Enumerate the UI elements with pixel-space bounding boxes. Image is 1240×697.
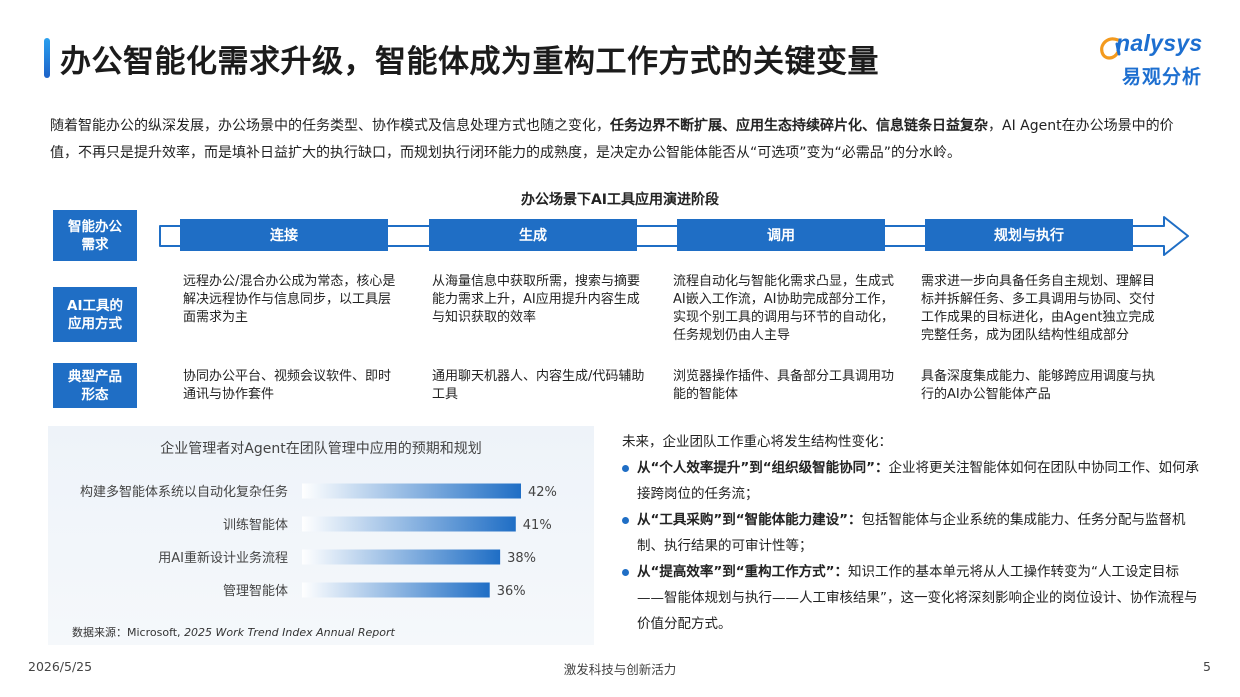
bar	[302, 582, 490, 598]
chart-panel: 企业管理者对Agent在团队管理中应用的预期和规划 构建多智能体系统以自动化复杂…	[48, 426, 594, 645]
bar	[302, 483, 521, 499]
usage-cell: 需求进一步向具备任务自主规划、理解目标并拆解任务、多工具调用与协同、交付工作成果…	[921, 274, 1156, 343]
future-list: 从“个人效率提升”到“组织级智能协同”：企业将更关注智能体如何在团队中协同工作、…	[622, 455, 1202, 637]
value-label: 36%	[497, 584, 526, 599]
footer-slogan: 激发科技与创新活力	[563, 662, 677, 677]
stage-plan-execute: 规划与执行	[925, 219, 1133, 251]
product-cell: 协同办公平台、视频会议软件、即时通讯与协作套件	[183, 369, 392, 402]
stage-connect: 连接	[180, 219, 388, 251]
logo-text-en: nalysys	[1116, 30, 1203, 56]
category-label: 构建多智能体系统以自动化复杂任务	[80, 484, 288, 500]
value-label: 41%	[523, 518, 552, 533]
intro-emphasis: 任务边界不断扩展、应用生态持续碎片化、信息链条日益复杂	[610, 118, 988, 134]
stage-invoke: 调用	[677, 219, 885, 251]
page-title: 办公智能化需求升级，智能体成为重构工作方式的关键变量	[60, 44, 879, 80]
list-item: 从“工具采购”到“智能体能力建设”：包括智能体与企业系统的集成能力、任务分配与监…	[622, 507, 1202, 559]
category-label: 训练智能体	[223, 518, 288, 533]
list-item: 从“个人效率提升”到“组织级智能协同”：企业将更关注智能体如何在团队中协同工作、…	[622, 455, 1202, 507]
logo-text-cn: 易观分析	[1122, 66, 1203, 88]
category-label: 管理智能体	[223, 584, 288, 599]
bar	[302, 549, 501, 565]
value-label: 38%	[507, 551, 536, 566]
category-label: 用AI重新设计业务流程	[158, 550, 288, 566]
footer-date: 2026/5/25	[28, 659, 93, 674]
usage-cell: 远程办公/混合办公成为常态，核心是解决远程协作与信息同步，以工具层面需求为主	[183, 274, 396, 325]
product-cell: 通用聊天机器人、内容生成/代码辅助工具	[432, 369, 645, 402]
usage-cell: 流程自动化与智能化需求凸显，生成式AI嵌入工作流，AI协助完成部分工作，实现个别…	[673, 274, 895, 343]
brand-logo: nalysys 易观分析	[1094, 30, 1224, 92]
product-cell: 浏览器操作插件、具备部分工具调用功能的智能体	[673, 369, 895, 402]
usage-cell: 从海量信息中获取所需，搜索与摘要能力需求上升，AI应用提升内容生成与知识获取的效…	[432, 274, 641, 325]
row-label-product: 典型产品 形态	[53, 363, 137, 408]
bar	[302, 516, 516, 532]
row-label-demand: 智能办公 需求	[53, 210, 137, 261]
product-cell: 具备深度集成能力、能够跨应用调度与执行的AI办公智能体产品	[921, 369, 1156, 402]
value-label: 42%	[528, 485, 557, 500]
chart-source: 数据来源：Microsoft, 2025 Work Trend Index An…	[72, 626, 395, 639]
page-number: 5	[1203, 659, 1211, 674]
title-accent-bar	[44, 38, 50, 78]
chart-title: 企业管理者对Agent在团队管理中应用的预期和规划	[160, 441, 482, 457]
intro-paragraph: 随着智能办公的纵深发展，办公场景中的任务类型、协作模式及信息处理方式也随之变化，…	[50, 118, 1174, 161]
logo-swoosh-icon	[1100, 37, 1121, 60]
bar-chart: 构建多智能体系统以自动化复杂任务 42% 训练智能体 41% 用AI重新设计业务流程 38…	[80, 483, 557, 599]
stage-generate: 生成	[429, 219, 637, 251]
future-lead: 未来，企业团队工作重心将发生结构性变化：	[622, 434, 892, 450]
diagram-title: 办公场景下AI工具应用演进阶段	[520, 192, 720, 208]
row-label-usage: AI工具的 应用方式	[53, 287, 137, 342]
list-item: 从“提高效率”到“重构工作方式”：知识工作的基本单元将从人工操作转变为“人工设定…	[622, 559, 1202, 637]
